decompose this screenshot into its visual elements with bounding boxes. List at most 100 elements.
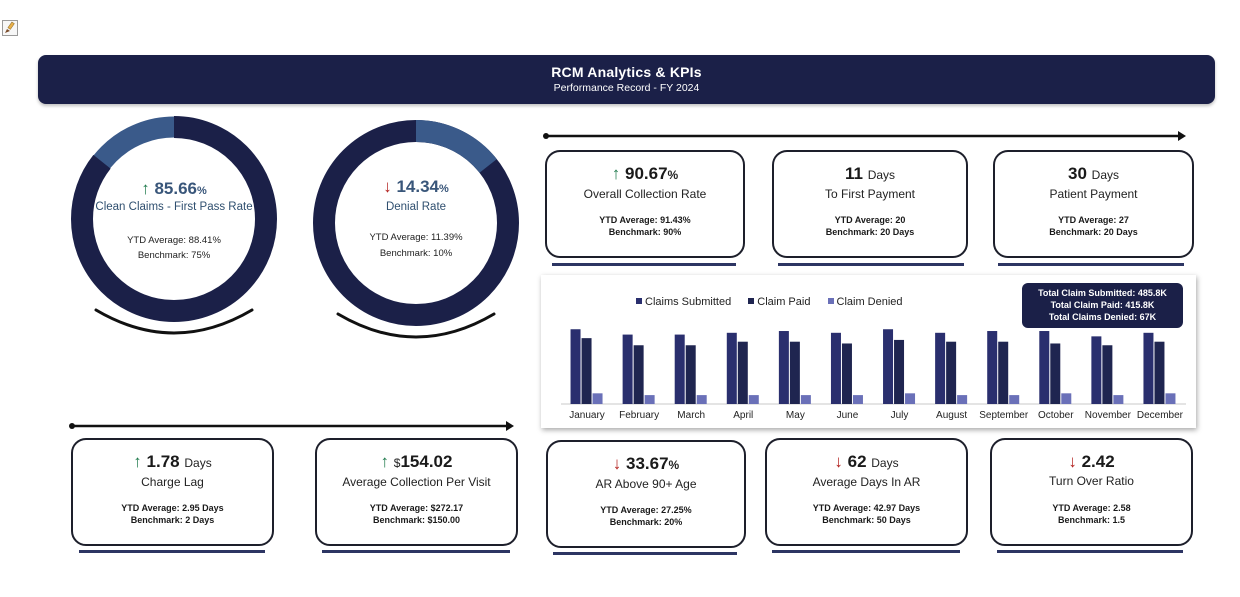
charge-lag-ytd: YTD Average: 2.95 Days (121, 503, 224, 513)
charge-lag-unit: Days (184, 456, 212, 470)
arrow-up-icon: ↑ (133, 452, 142, 471)
claims-totals-box: Total Claim Submitted: 485.8K Total Clai… (1022, 283, 1183, 328)
claims-bar-chart: Claims Submitted Claim Paid Claim Denied… (541, 275, 1196, 428)
first-payment-unit: Days (867, 168, 896, 182)
arrow-up-icon: ↑ (141, 179, 150, 198)
x-tick-label-january: January (569, 410, 605, 421)
bar-claim-paid-february (633, 345, 644, 404)
total-denied: Total Claims Denied: 67K (1048, 312, 1157, 322)
bar-claim-paid-july (894, 339, 905, 404)
avg-collection-ytd: YTD Average: $272.17 (369, 503, 464, 513)
patient-payment-value: 30 (1068, 164, 1087, 183)
kpi-underline (772, 550, 960, 553)
page-title: RCM Analytics & KPIs (551, 64, 702, 80)
bar-claim-denied-january (592, 393, 603, 404)
arrow-down-icon: ↓ (383, 177, 392, 196)
bar-claim-denied-august (957, 395, 968, 404)
charge-lag-label: Charge Lag (141, 475, 204, 489)
first-payment-value: 11 (844, 164, 863, 183)
bar-claim-denied-september (1009, 395, 1020, 404)
bar-claim-denied-may (800, 395, 811, 404)
turnover-ratio-label: Turn Over Ratio (1049, 474, 1134, 488)
bar-claims-submitted-november (1091, 336, 1102, 404)
bar-claim-denied-april (748, 395, 759, 404)
avg-collection-label: Average Collection Per Visit (342, 475, 491, 489)
days-in-ar-ytd: YTD Average: 42.97 Days (812, 503, 921, 513)
avg-collection-benchmark: Benchmark: $150.00 (372, 515, 461, 525)
arrow-down-icon: ↓ (834, 452, 843, 471)
bar-claim-paid-march (685, 345, 696, 404)
first-payment-label: To First Payment (824, 187, 916, 201)
x-tick-label-july: July (890, 410, 909, 421)
bar-claim-paid-june (841, 343, 852, 404)
avg-collection-currency: $ (393, 456, 401, 470)
bar-claim-denied-october (1061, 393, 1072, 404)
legend-label-paid: Claim Paid (757, 296, 811, 308)
bar-claims-submitted-june (830, 332, 841, 404)
bar-claim-paid-january (581, 338, 592, 404)
charge-lag-benchmark: Benchmark: 2 Days (130, 515, 215, 525)
patient-payment-unit: Days (1091, 168, 1119, 182)
bar-claims-submitted-september (987, 331, 998, 404)
arrow-up-icon: ↑ (611, 164, 621, 183)
denial-rate-label: Denial Rate (385, 201, 447, 213)
kpi-underline (778, 263, 964, 266)
claims-bar-chart-svg (561, 329, 1186, 405)
collection-rate-label: Overall Collection Rate (583, 187, 707, 201)
legend-swatch-submitted (636, 298, 642, 304)
kpi-underline (997, 550, 1183, 553)
x-tick-label-april: April (733, 410, 754, 421)
arrow-up-icon: ↑ (380, 452, 390, 471)
collection-rate-ytd: YTD Average: 91.43% (599, 215, 691, 225)
chart-legend: Claims Submitted Claim Paid Claim Denied (636, 296, 917, 308)
bar-claim-denied-july (905, 393, 916, 404)
legend-item: Claim Paid (748, 296, 810, 308)
x-tick-label-november: November (1084, 410, 1131, 421)
kpi-underline (79, 550, 265, 553)
total-paid: Total Claim Paid: 415.8K (1050, 300, 1155, 310)
collection-rate-benchmark: Benchmark: 90% (608, 227, 682, 237)
ar-above-90-benchmark: Benchmark: 20% (609, 517, 683, 527)
x-tick-label-october: October (1037, 410, 1074, 421)
kpi-card-avg-collection: ↑ $154.02 Average Collection Per Visit Y… (315, 438, 518, 546)
bar-claim-denied-december (1165, 393, 1176, 404)
ar-above-90-ytd: YTD Average: 27.25% (600, 505, 692, 515)
kpi-underline (552, 263, 736, 266)
x-tick-label-september: September (979, 410, 1029, 421)
kpi-card-turnover-ratio: ↓ 2.42 Turn Over Ratio YTD Average: 2.58… (990, 438, 1193, 546)
donut-first-pass-rate-chart (71, 116, 277, 335)
total-submitted: Total Claim Submitted: 485.8K (1038, 288, 1167, 298)
bar-claim-denied-november (1113, 395, 1124, 404)
kpi-card-days-in-ar: ↓ 62 Days Average Days In AR YTD Average… (765, 438, 968, 546)
denial-rate-ytd: YTD Average: 11.39% (369, 232, 463, 243)
bar-claims-submitted-december (1143, 332, 1154, 404)
patient-payment-ytd: YTD Average: 27 (1058, 215, 1129, 225)
legend-label-submitted: Claims Submitted (645, 296, 732, 308)
arrow-bottom-decoration (69, 421, 514, 431)
legend-label-denied: Claim Denied (836, 296, 903, 308)
ar-above-90-value: 33.67 (626, 454, 669, 473)
bar-claims-submitted-february (622, 334, 633, 404)
bar-claim-paid-august (946, 341, 957, 404)
x-tick-label-february: February (619, 410, 660, 421)
kpi-card-patient-payment: 30 Days Patient Payment YTD Average: 27 … (993, 150, 1194, 258)
denial-rate-benchmark: Benchmark: 10% (379, 248, 453, 259)
avg-collection-value: 154.02 (400, 452, 453, 471)
bar-claim-paid-april (737, 341, 748, 404)
kpi-card-charge-lag: ↑ 1.78 Days Charge Lag YTD Average: 2.95… (71, 438, 274, 546)
bar-claims-submitted-may (778, 331, 789, 404)
collection-rate-unit: % (667, 168, 679, 182)
bar-claim-denied-march (696, 395, 707, 404)
first-payment-ytd: YTD Average: 20 (834, 215, 906, 225)
paintbrush-icon[interactable] (2, 20, 18, 36)
kpi-underline (553, 552, 737, 555)
x-tick-label-june: June (836, 410, 859, 421)
arrow-down-icon: ↓ (612, 454, 622, 473)
ar-above-90-label: AR Above 90+ Age (595, 477, 697, 491)
denial-rate-unit: % (439, 183, 449, 195)
bar-claim-denied-february (644, 395, 655, 404)
bar-claims-submitted-april (726, 332, 737, 404)
turnover-ratio-benchmark: Benchmark: 1.5 (1057, 515, 1126, 525)
kpi-underline (322, 550, 510, 553)
turnover-ratio-ytd: YTD Average: 2.58 (1052, 503, 1131, 513)
